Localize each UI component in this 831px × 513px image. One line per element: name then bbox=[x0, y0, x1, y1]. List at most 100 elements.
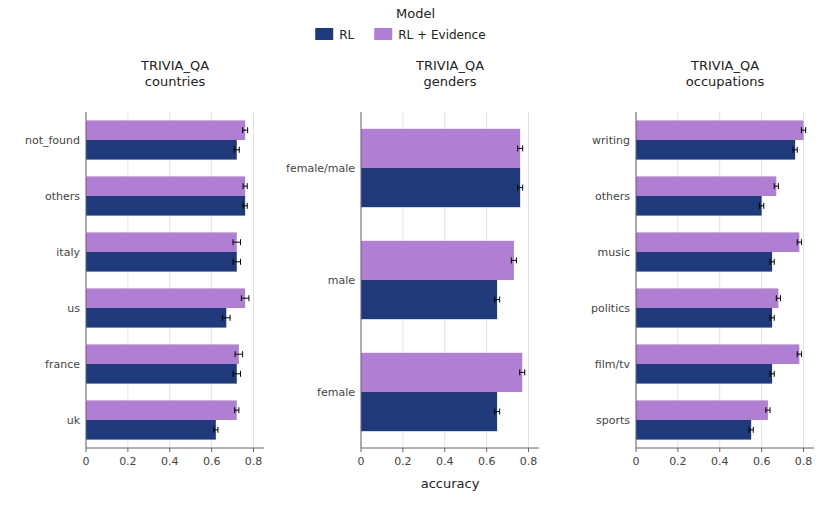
grid-line bbox=[86, 112, 87, 448]
error-bar bbox=[243, 183, 247, 189]
error-line bbox=[234, 149, 239, 150]
error-bar bbox=[518, 145, 523, 151]
marks bbox=[636, 120, 806, 439]
subplot-title: TRIVIA_QAcountries bbox=[140, 58, 209, 89]
error-cap bbox=[511, 257, 512, 263]
error-cap bbox=[494, 297, 495, 303]
error-cap bbox=[801, 351, 802, 357]
category-label: not_found bbox=[25, 134, 80, 147]
category-label: italy bbox=[56, 246, 80, 259]
panel: TRIVIA_QAoccupations00.20.40.60.8writing… bbox=[591, 58, 814, 468]
error-line bbox=[793, 149, 797, 150]
tick-label: 0.6 bbox=[753, 455, 771, 468]
error-bar bbox=[495, 297, 500, 303]
error-bar bbox=[776, 295, 780, 301]
error-cap bbox=[238, 407, 239, 413]
grid-line bbox=[169, 112, 170, 448]
grid-line bbox=[361, 112, 362, 448]
grid-line bbox=[253, 112, 254, 448]
error-cap bbox=[234, 147, 235, 153]
tick-label: 0.6 bbox=[203, 455, 221, 468]
bar bbox=[86, 196, 245, 216]
error-cap bbox=[247, 183, 248, 189]
bar bbox=[636, 232, 799, 252]
error-cap bbox=[793, 147, 794, 153]
category-label: others bbox=[45, 190, 80, 203]
error-line bbox=[770, 317, 774, 318]
category-label: female bbox=[317, 386, 355, 399]
error-cap bbox=[233, 239, 234, 245]
error-line bbox=[766, 410, 770, 411]
error-line bbox=[770, 261, 774, 262]
error-cap bbox=[801, 239, 802, 245]
bar bbox=[636, 344, 799, 364]
grid-line bbox=[127, 112, 128, 448]
error-cap bbox=[749, 427, 750, 433]
error-cap bbox=[213, 427, 214, 433]
panel: TRIVIA_QAgenders00.20.40.60.8female/male… bbox=[286, 58, 539, 491]
error-cap bbox=[765, 407, 766, 413]
error-cap bbox=[774, 183, 775, 189]
bar bbox=[636, 140, 795, 160]
error-cap bbox=[243, 183, 244, 189]
bar bbox=[361, 280, 497, 319]
error-line bbox=[749, 429, 753, 430]
error-line bbox=[511, 260, 516, 261]
error-cap bbox=[242, 127, 243, 133]
bar bbox=[636, 400, 768, 420]
error-cap bbox=[770, 259, 771, 265]
error-bar bbox=[797, 239, 801, 245]
error-bar bbox=[760, 203, 764, 209]
bar bbox=[86, 176, 245, 196]
category-label: sports bbox=[596, 414, 630, 427]
error-cap bbox=[240, 371, 241, 377]
bar bbox=[86, 364, 237, 384]
subplot-title: TRIVIA_QAgenders bbox=[415, 58, 484, 89]
error-line bbox=[495, 411, 500, 412]
error-bar bbox=[234, 147, 239, 153]
error-cap bbox=[241, 295, 242, 301]
error-bar bbox=[749, 427, 753, 433]
error-bar bbox=[214, 427, 218, 433]
error-cap bbox=[774, 259, 775, 265]
legend-swatch bbox=[374, 28, 392, 40]
tick-label: 0.4 bbox=[711, 455, 729, 468]
tick-label: 0.6 bbox=[478, 455, 496, 468]
title-line: genders bbox=[424, 74, 477, 89]
error-line bbox=[518, 148, 523, 149]
error-cap bbox=[780, 295, 781, 301]
y-axis-line bbox=[636, 112, 637, 448]
error-bar bbox=[243, 203, 247, 209]
error-bar bbox=[793, 147, 797, 153]
category-label: writing bbox=[592, 134, 630, 147]
bar bbox=[636, 120, 804, 140]
error-cap bbox=[517, 185, 518, 191]
tick-mark bbox=[803, 448, 804, 452]
error-bar bbox=[235, 407, 239, 413]
category-label: male bbox=[328, 274, 356, 287]
bar bbox=[86, 232, 237, 252]
error-line bbox=[233, 373, 241, 374]
error-cap bbox=[774, 315, 775, 321]
error-bar bbox=[233, 259, 241, 265]
tick-mark bbox=[127, 448, 128, 452]
bar bbox=[86, 308, 226, 328]
error-bar bbox=[243, 127, 248, 133]
tick-mark bbox=[444, 448, 445, 452]
tick-mark bbox=[86, 448, 87, 452]
tick-label: 0.2 bbox=[394, 455, 412, 468]
bar bbox=[361, 241, 514, 280]
legend-swatch bbox=[315, 28, 333, 40]
error-cap bbox=[778, 183, 779, 189]
error-cap bbox=[776, 295, 777, 301]
category-label: france bbox=[45, 358, 80, 371]
error-line bbox=[760, 205, 764, 206]
tick-mark bbox=[361, 448, 362, 452]
category-label: female/male bbox=[286, 162, 355, 175]
error-line bbox=[235, 354, 243, 355]
error-cap bbox=[763, 203, 764, 209]
error-line bbox=[797, 242, 801, 243]
tick-mark bbox=[677, 448, 678, 452]
error-cap bbox=[248, 295, 249, 301]
error-bar bbox=[770, 315, 774, 321]
